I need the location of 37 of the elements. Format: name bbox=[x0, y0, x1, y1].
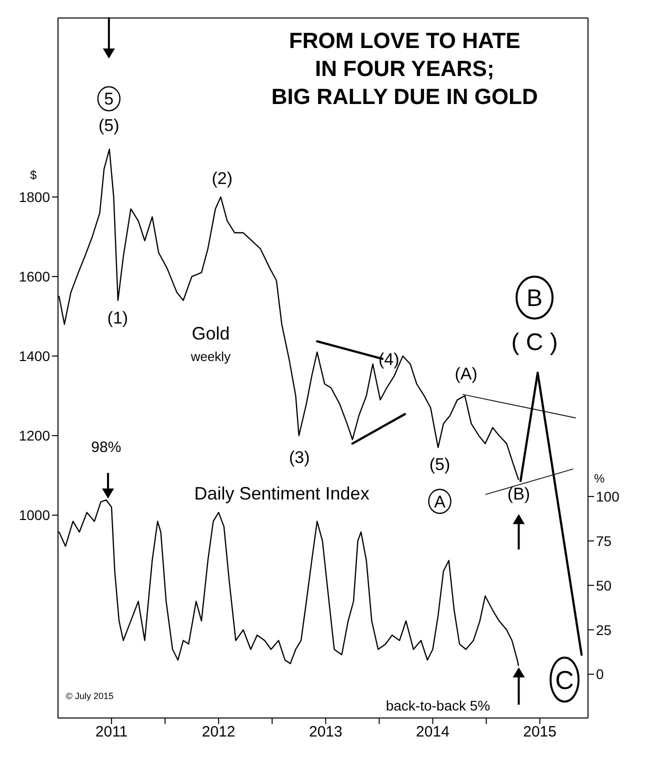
annotation: (5) bbox=[429, 454, 450, 474]
y-axis-title: $ bbox=[30, 168, 37, 182]
x-tick-label: 2014 bbox=[416, 724, 450, 741]
annotation: (1) bbox=[107, 308, 128, 328]
x-tick-label: 2015 bbox=[523, 724, 557, 741]
y-tick-label: 1000 bbox=[18, 507, 50, 524]
annotation: 5 bbox=[104, 90, 114, 109]
annotation: C bbox=[555, 664, 574, 695]
y-tick-label: 1400 bbox=[18, 348, 50, 364]
annotation: weekly bbox=[190, 348, 232, 364]
x-tick-label: 2013 bbox=[308, 724, 342, 741]
x-tick-label: 2011 bbox=[95, 724, 128, 741]
y2-tick-label: 50 bbox=[596, 577, 612, 594]
annotation: back-to-back 5% bbox=[386, 698, 490, 714]
series-label: Gold bbox=[192, 323, 230, 344]
series-label: Daily Sentiment Index bbox=[194, 483, 370, 504]
y-tick-label: 1800 bbox=[18, 188, 50, 205]
y2-tick-label: 25 bbox=[596, 622, 612, 638]
annotation: (5) bbox=[98, 116, 120, 136]
annotation: © July 2015 bbox=[66, 690, 114, 701]
text: FROM LOVE TO HATE IN FOUR YEARS; BIG RALLY DUE IN GOLD bbox=[271, 28, 538, 109]
y-tick-label: 1200 bbox=[18, 428, 50, 444]
y2-tick-label: 100 bbox=[596, 488, 620, 504]
annotation: A bbox=[434, 492, 446, 512]
y2-axis-title: % bbox=[594, 471, 605, 486]
annotation: (4) bbox=[378, 350, 400, 369]
y2-tick-label: 75 bbox=[596, 532, 612, 549]
y2-tick-label: 0 bbox=[596, 666, 604, 682]
annotation: B bbox=[526, 284, 543, 312]
annotation: ( C ) bbox=[511, 329, 558, 356]
annotation: (B) bbox=[507, 484, 530, 504]
y-tick-label: 1600 bbox=[18, 268, 50, 284]
annotation: (A) bbox=[454, 364, 478, 384]
annotation: (3) bbox=[288, 448, 310, 468]
x-tick-label: 2012 bbox=[202, 724, 236, 741]
data-label: 98% bbox=[91, 439, 122, 456]
annotation: (2) bbox=[212, 169, 233, 188]
